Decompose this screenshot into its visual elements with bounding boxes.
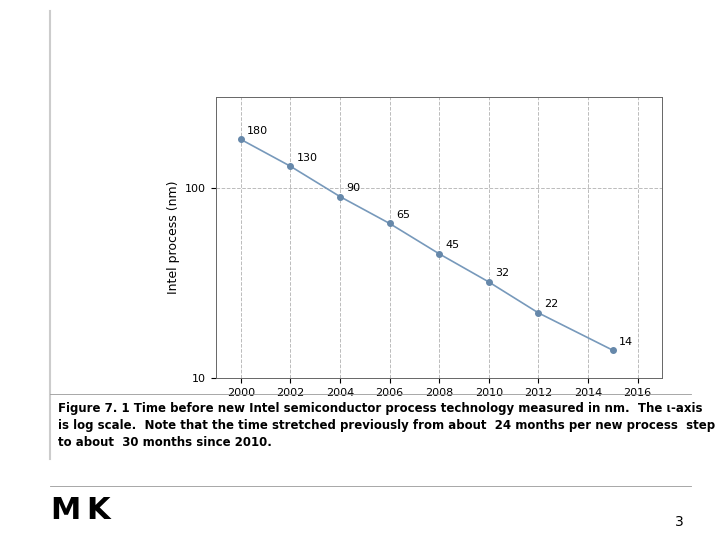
Text: 90: 90 — [346, 183, 360, 193]
Text: 3: 3 — [675, 515, 684, 529]
Text: 65: 65 — [396, 210, 410, 220]
Text: K: K — [86, 496, 110, 525]
Text: 32: 32 — [495, 268, 509, 279]
Text: 45: 45 — [446, 240, 459, 250]
Text: 130: 130 — [297, 153, 318, 163]
Text: Figure 7. 1 Time before new Intel semiconductor process technology measured in n: Figure 7. 1 Time before new Intel semico… — [58, 402, 715, 449]
Text: 180: 180 — [247, 126, 268, 136]
Text: 14: 14 — [619, 336, 633, 347]
Text: 22: 22 — [544, 299, 559, 309]
Y-axis label: Intel process (nm): Intel process (nm) — [167, 181, 180, 294]
Text: M: M — [50, 496, 81, 525]
